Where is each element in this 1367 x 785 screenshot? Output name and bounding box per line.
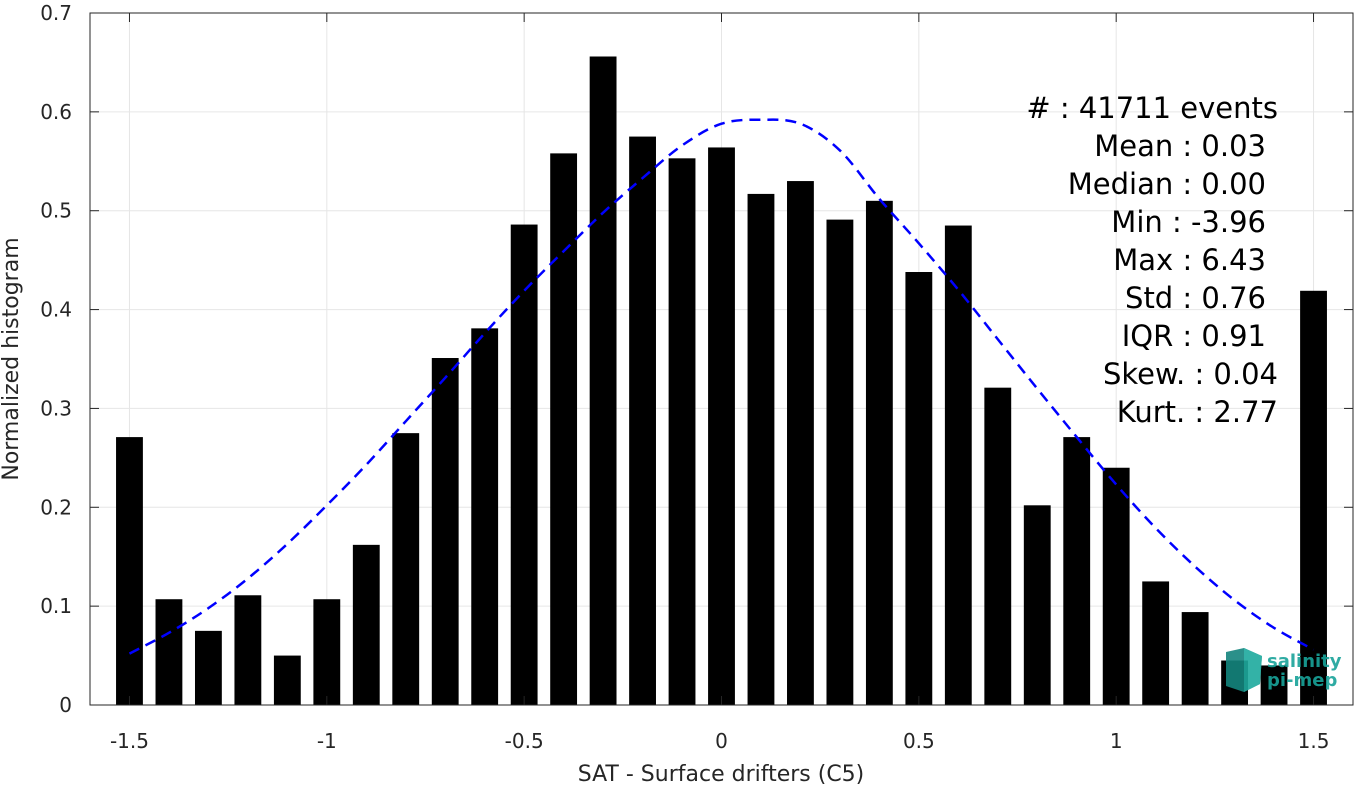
y-tick-label: 0.5: [40, 199, 72, 223]
y-axis-title: Normalized histogram: [0, 237, 24, 480]
histogram-bar: [747, 193, 775, 705]
histogram-bar: [1102, 467, 1130, 705]
histogram-bar: [1023, 505, 1051, 705]
y-tick-label: 0.6: [40, 100, 72, 124]
x-tick-label: 0: [715, 729, 728, 753]
histogram-bar: [826, 219, 854, 705]
histogram-bar: [510, 224, 538, 705]
x-tick-label: -1: [317, 729, 337, 753]
histogram-bar: [984, 387, 1012, 705]
histogram-bar: [352, 544, 380, 705]
stat-kurt: Kurt. : 2.77: [1117, 395, 1278, 429]
salinity-pimep-logo: salinity pi-mep: [1226, 648, 1342, 692]
histogram-bar: [155, 599, 183, 705]
histogram-bar: [1142, 581, 1170, 705]
histogram-bar: [116, 437, 143, 705]
histogram-bar: [313, 599, 341, 705]
histogram-bar: [787, 181, 814, 706]
y-tick-label: 0.3: [40, 396, 72, 420]
histogram-bar: [1181, 612, 1209, 705]
histogram-bar: [905, 272, 933, 705]
x-tick-label: 1: [1110, 729, 1123, 753]
statistics-box: # : 41711 events Mean : 0.03 Median : 0.…: [1026, 91, 1278, 429]
stat-std: Std : 0.76: [1125, 281, 1266, 315]
y-tick-labels: 0 0.1 0.2 0.3 0.4 0.5 0.6 0.7: [40, 1, 72, 717]
normal-fit-curve: [128, 118, 1315, 655]
histogram-bar: [550, 153, 578, 705]
stat-mean: Mean : 0.03: [1094, 129, 1266, 163]
histogram-bar: [194, 630, 222, 705]
stat-max: Max : 6.43: [1113, 243, 1266, 277]
x-tick-label: 1.5: [1298, 729, 1330, 753]
stat-min: Min : -3.96: [1111, 205, 1266, 239]
histogram-bar: [471, 328, 499, 705]
histogram-bar: [589, 56, 617, 706]
histogram-bar: [273, 655, 301, 705]
stat-iqr: IQR : 0.91: [1122, 319, 1266, 353]
histogram-bar: [431, 358, 459, 705]
x-axis-title: SAT - Surface drifters (C5): [578, 762, 865, 785]
y-tick-label: 0.2: [40, 495, 72, 519]
logo-cube-face-icon: [1244, 648, 1262, 692]
histogram-bar: [944, 225, 972, 706]
histogram-bar: [1260, 665, 1288, 705]
y-tick-label: 0: [59, 693, 72, 717]
histogram-bar: [865, 200, 893, 706]
y-tick-label: 0.7: [40, 1, 72, 25]
x-tick-label: 0.5: [903, 729, 935, 753]
stat-events: # : 41711 events: [1026, 91, 1278, 125]
axis-ticks: [90, 12, 1353, 706]
logo-text-salinity: salinity: [1267, 651, 1342, 672]
histogram-bar: [234, 595, 262, 705]
stat-skew: Skew. : 0.04: [1103, 357, 1278, 391]
histogram-bar: [1300, 290, 1327, 705]
histogram-bar: [392, 433, 420, 705]
y-tick-label: 0.4: [40, 298, 72, 322]
histogram-bar: [668, 158, 696, 705]
histogram-bar: [708, 147, 735, 706]
histogram-bar: [1063, 437, 1091, 705]
y-tick-label: 0.1: [40, 594, 72, 618]
logo-text-pimep: pi-mep: [1267, 670, 1337, 691]
stat-median: Median : 0.00: [1068, 167, 1266, 201]
histogram-bars: [116, 56, 1327, 706]
x-tick-label: -0.5: [505, 729, 544, 753]
histogram-bar: [629, 136, 656, 706]
x-tick-labels: -1.5 -1 -0.5 0 0.5 1 1.5: [110, 729, 1329, 753]
x-tick-label: -1.5: [110, 729, 149, 753]
